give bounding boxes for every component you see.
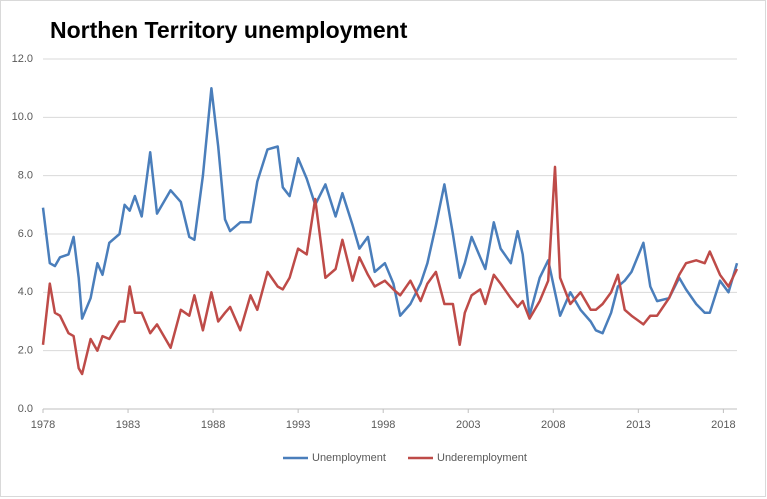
x-tick-label: 2018 xyxy=(711,419,735,431)
series-line xyxy=(41,86,739,335)
y-tick-label: 2.0 xyxy=(18,345,33,357)
y-tick-label: 8.0 xyxy=(18,170,33,182)
y-tick-label: 4.0 xyxy=(18,286,33,298)
x-tick-label: 1988 xyxy=(201,419,225,431)
y-tick-label: 10.0 xyxy=(12,111,33,123)
chart-title: Northen Territory unemployment xyxy=(50,17,408,43)
legend-label: Underemployment xyxy=(437,452,527,464)
y-tick-label: 12.0 xyxy=(12,53,33,65)
x-tick-label: 2003 xyxy=(456,419,480,431)
x-tick-label: 1993 xyxy=(286,419,310,431)
legend-label: Unemployment xyxy=(312,452,386,464)
y-tick-label: 0.0 xyxy=(18,403,33,415)
x-tick-label: 2013 xyxy=(626,419,650,431)
x-tick-label: 1978 xyxy=(31,419,55,431)
y-tick-label: 6.0 xyxy=(18,228,33,240)
x-tick-label: 1983 xyxy=(116,419,140,431)
series-line xyxy=(41,165,739,376)
x-tick-label: 1998 xyxy=(371,419,395,431)
x-tick-label: 2008 xyxy=(541,419,565,431)
